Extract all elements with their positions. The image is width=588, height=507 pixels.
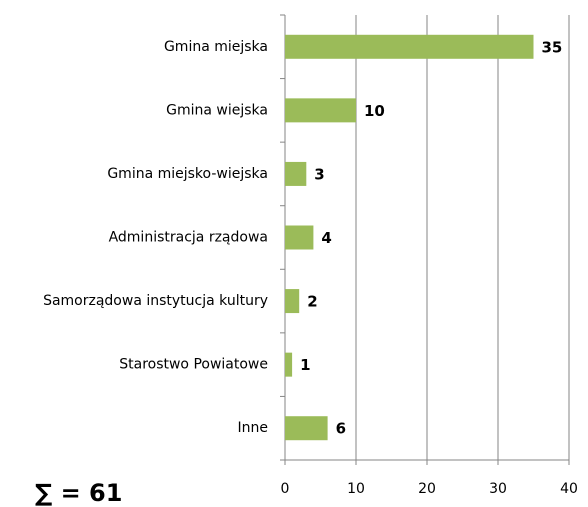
value-label: 1	[300, 356, 310, 374]
value-label: 10	[364, 102, 385, 120]
value-label: 3	[314, 165, 324, 183]
y-tick-label: Gmina wiejska	[166, 102, 268, 118]
x-tick-label: 30	[489, 481, 507, 497]
value-label: 2	[307, 293, 317, 311]
bar	[285, 34, 534, 59]
x-tick-label: 20	[418, 481, 436, 497]
y-tick-label: Samorządowa instytucja kultury	[43, 293, 268, 309]
x-tick-label: 0	[281, 481, 290, 497]
value-label: 35	[542, 38, 563, 56]
bar	[285, 98, 356, 123]
value-label: 6	[336, 420, 346, 438]
y-tick-label: Inne	[238, 420, 269, 436]
x-tick-label: 10	[347, 481, 365, 497]
bar	[285, 161, 307, 186]
y-tick-label: Starostwo Powiatowe	[119, 357, 268, 373]
value-label: 4	[321, 229, 331, 247]
bar	[285, 225, 314, 250]
bar	[285, 289, 300, 314]
bar	[285, 416, 328, 441]
y-tick-label: Administracja rządowa	[109, 230, 268, 246]
x-tick-label: 40	[560, 481, 578, 497]
y-tick-label: Gmina miejska	[164, 39, 268, 55]
sum-annotation: ∑ = 61	[35, 479, 122, 507]
bar	[285, 352, 293, 377]
y-tick-label: Gmina miejsko-wiejska	[107, 166, 268, 182]
